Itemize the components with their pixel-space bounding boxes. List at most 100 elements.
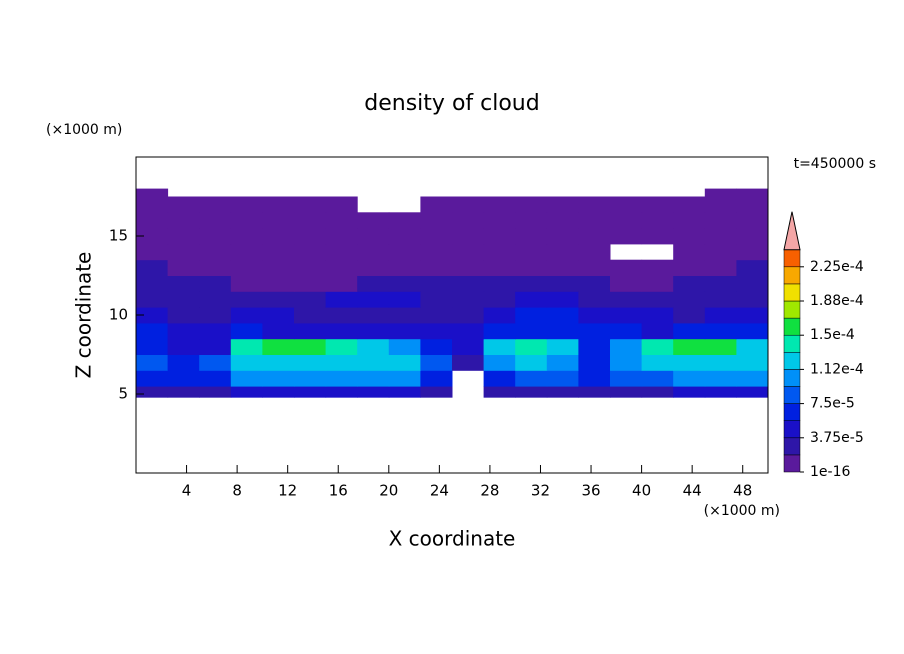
- contour-cell: [420, 228, 453, 245]
- colorbar-band: [783, 249, 801, 268]
- contour-cell: [294, 259, 327, 276]
- contour-cell: [325, 307, 358, 324]
- x-tick-label: 20: [379, 482, 398, 500]
- contour-cell: [515, 196, 548, 213]
- chart-title: density of cloud: [364, 91, 539, 116]
- contour-cell: [610, 338, 643, 355]
- contour-cell: [546, 243, 579, 261]
- contour-cell: [262, 354, 295, 371]
- contour-cell: [515, 259, 548, 276]
- contour-cell: [452, 354, 485, 371]
- contour-cell: [515, 354, 548, 371]
- contour-cell: [704, 228, 737, 245]
- contour-cell: [230, 291, 263, 308]
- contour-cell: [578, 322, 611, 340]
- contour-cell: [262, 228, 295, 245]
- contour-cell: [325, 196, 358, 213]
- contour-cell: [641, 370, 674, 387]
- x-tick-label: 12: [278, 482, 297, 500]
- contour-cell: [294, 212, 327, 229]
- colorbar-band: [783, 420, 801, 439]
- contour-cell: [420, 291, 453, 308]
- contour-cell: [262, 212, 295, 229]
- contour-cell: [641, 196, 674, 213]
- contour-cell: [704, 354, 737, 371]
- contour-cell: [167, 243, 200, 261]
- contour-cell: [262, 275, 295, 292]
- contour-cell: [610, 322, 643, 340]
- contour-cell: [673, 259, 706, 276]
- contour-cell: [136, 228, 169, 245]
- contour-cell: [610, 212, 643, 229]
- contour-cell: [578, 386, 611, 398]
- contour-cell: [199, 370, 232, 387]
- contour-cell: [388, 243, 421, 261]
- colorbar-band: [783, 334, 801, 353]
- contour-cell: [736, 386, 769, 398]
- x-tick-label: 28: [480, 482, 499, 500]
- contour-cell: [483, 212, 516, 229]
- contour-cell: [136, 275, 169, 292]
- contour-cell: [388, 212, 421, 229]
- contour-cell: [357, 291, 390, 308]
- contour-cell: [704, 338, 737, 355]
- contour-cell: [736, 307, 769, 324]
- contour-cell: [546, 322, 579, 340]
- contour-cell: [610, 307, 643, 324]
- contour-cell: [167, 275, 200, 292]
- contour-cell: [483, 354, 516, 371]
- contour-cell: [388, 338, 421, 355]
- contour-cell: [736, 212, 769, 229]
- contour-cell: [515, 322, 548, 340]
- contour-cell: [483, 370, 516, 387]
- contour-cell: [325, 338, 358, 355]
- colorbar-band: [783, 369, 801, 387]
- x-tick-label: 36: [581, 482, 600, 500]
- colorbar-tick-label: 1.12e-4: [810, 361, 864, 377]
- contour-cell: [736, 243, 769, 261]
- contour-cell: [704, 196, 737, 213]
- contour-cell: [199, 243, 232, 261]
- colorbar-extend: [783, 211, 801, 251]
- contour-cell: [325, 370, 358, 387]
- contour-cell: [578, 196, 611, 213]
- y-axis-label: Z coordinate: [72, 252, 96, 379]
- contour-cell: [578, 212, 611, 229]
- contour-cell: [641, 354, 674, 371]
- contour-cell: [388, 259, 421, 276]
- contour-cell: [578, 354, 611, 371]
- colorbar-tick-label: 7.5e-5: [810, 396, 855, 412]
- contour-cell: [136, 307, 169, 324]
- contour-cell: [483, 386, 516, 398]
- contour-cell: [199, 212, 232, 229]
- contour-cell: [420, 212, 453, 229]
- contour-cell: [546, 196, 579, 213]
- contour-cell: [294, 338, 327, 355]
- colorbar-band: [783, 454, 801, 473]
- contour-cell: [704, 307, 737, 324]
- contour-cell: [420, 322, 453, 340]
- contour-cell: [673, 228, 706, 245]
- contour-cell: [483, 259, 516, 276]
- contour-cell: [515, 275, 548, 292]
- contour-cell: [452, 259, 485, 276]
- contour-cell: [325, 386, 358, 398]
- contour-cell: [704, 291, 737, 308]
- contour-cell: [199, 307, 232, 324]
- x-unit: (×1000 m): [704, 503, 780, 519]
- contour-cell: [452, 212, 485, 229]
- colorbar-tick-label: 2.25e-4: [810, 259, 864, 275]
- contour-cell: [420, 354, 453, 371]
- contour-cell: [325, 228, 358, 245]
- contour-cell: [610, 275, 643, 292]
- contour-cell: [262, 338, 295, 355]
- contour-cell: [641, 386, 674, 398]
- contour-cell: [546, 259, 579, 276]
- contour-cell: [736, 228, 769, 245]
- contour-cell: [673, 275, 706, 292]
- contour-cell: [483, 228, 516, 245]
- contour-cell: [515, 370, 548, 387]
- contour-cell: [452, 228, 485, 245]
- contour-cell: [357, 275, 390, 292]
- contour-cell: [262, 243, 295, 261]
